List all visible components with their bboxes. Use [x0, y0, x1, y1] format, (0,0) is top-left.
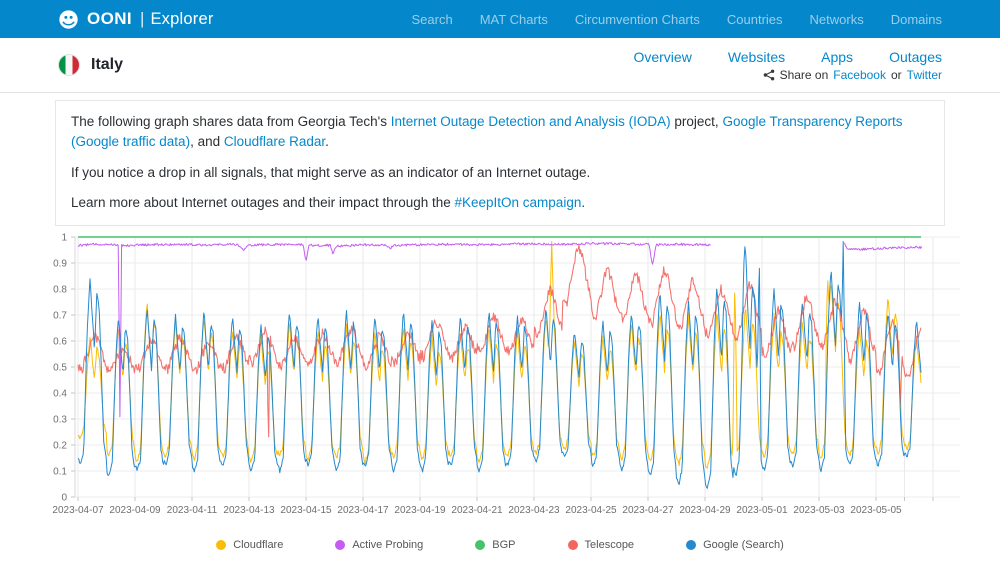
share-facebook-link[interactable]: Facebook	[833, 67, 886, 82]
svg-text:2023-04-21: 2023-04-21	[451, 505, 503, 516]
inline-link[interactable]: #KeepItOn campaign	[454, 194, 582, 210]
legend-item-bgp[interactable]: BGP	[475, 539, 516, 551]
svg-text:2023-04-15: 2023-04-15	[280, 505, 332, 516]
page-title: Italy	[91, 56, 124, 73]
legend-dot	[686, 540, 697, 550]
italy-flag-icon	[58, 54, 80, 76]
svg-text:2023-05-05: 2023-05-05	[850, 505, 902, 516]
inline-link[interactable]: Cloudflare Radar	[223, 134, 326, 150]
nav-item-networks[interactable]: Networks	[809, 11, 864, 27]
legend-item-active-probing[interactable]: Active Probing	[335, 539, 423, 551]
share-conjunction: or	[890, 67, 902, 82]
legend-item-google-search[interactable]: Google (Search)	[686, 539, 784, 551]
nav-item-search[interactable]: Search	[411, 11, 453, 27]
tab-overview[interactable]: Overview	[633, 48, 692, 65]
tab-apps[interactable]: Apps	[821, 48, 854, 65]
ooni-explorer-logo[interactable]: OONI | Explorer	[58, 9, 214, 30]
svg-text:0.5: 0.5	[53, 363, 67, 374]
legend-item-telescope[interactable]: Telescope	[567, 539, 635, 551]
header-right: Overview Websites Apps Outages Share on …	[633, 49, 942, 82]
nav-item-mat-charts[interactable]: MAT Charts	[479, 11, 548, 27]
country-header: Italy Overview Websites Apps Outages Sha…	[0, 38, 1000, 93]
brand-separator: |	[140, 9, 145, 28]
svg-text:2023-04-17: 2023-04-17	[337, 505, 389, 516]
svg-text:0: 0	[61, 493, 67, 504]
info-paragraph-drop: If you notice a drop in all signals, tha…	[71, 164, 591, 180]
share-twitter-link[interactable]: Twitter	[906, 67, 942, 82]
share-row: Share on Facebook or Twitter	[763, 68, 942, 82]
legend-item-cloudflare[interactable]: Cloudflare	[216, 539, 283, 551]
svg-text:0.9: 0.9	[53, 259, 67, 270]
top-navbar: OONI | Explorer Search MAT Charts Circum…	[0, 0, 1000, 38]
nav-item-domains[interactable]: Domains	[890, 11, 942, 27]
brand-product: Explorer	[150, 9, 214, 28]
svg-text:2023-04-09: 2023-04-09	[109, 505, 161, 516]
legend-label: BGP	[492, 539, 516, 551]
svg-text:2023-04-23: 2023-04-23	[508, 505, 560, 516]
svg-text:0.6: 0.6	[53, 337, 67, 348]
legend-label: Telescope	[584, 539, 635, 551]
inline-link[interactable]: Google Transparency Reports (Google traf…	[71, 114, 903, 150]
svg-text:2023-04-11: 2023-04-11	[167, 505, 218, 516]
svg-text:2023-04-29: 2023-04-29	[679, 505, 731, 516]
legend-label: Cloudflare	[233, 539, 284, 551]
svg-text:2023-05-01: 2023-05-01	[736, 505, 788, 516]
svg-text:0.4: 0.4	[53, 389, 67, 400]
brand-name: OONI	[87, 9, 133, 28]
svg-text:0.2: 0.2	[53, 441, 67, 452]
info-paragraph-keepiton: Learn more about Internet outages and th…	[71, 194, 586, 210]
navbar-menu: Search MAT Charts Circumvention Charts C…	[412, 12, 942, 27]
legend-dot	[335, 540, 346, 550]
legend-dot	[475, 540, 486, 550]
country-tabs: Overview Websites Apps Outages	[633, 49, 942, 65]
outage-info-box: The following graph shares data from Geo…	[55, 100, 945, 226]
share-prefix: Share on	[779, 67, 829, 82]
svg-text:2023-04-25: 2023-04-25	[565, 505, 617, 516]
svg-text:0.3: 0.3	[53, 415, 67, 426]
svg-text:0.7: 0.7	[53, 311, 67, 322]
svg-text:2023-04-13: 2023-04-13	[223, 505, 275, 516]
svg-text:0.1: 0.1	[53, 467, 67, 478]
share-icon	[763, 69, 774, 80]
nav-item-countries[interactable]: Countries	[726, 11, 783, 27]
svg-text:2023-04-19: 2023-04-19	[394, 505, 446, 516]
svg-text:1: 1	[61, 233, 67, 244]
ooni-octopus-icon	[59, 9, 78, 29]
legend-label: Active Probing	[352, 539, 424, 551]
legend-dot	[567, 540, 578, 550]
svg-text:2023-04-07: 2023-04-07	[52, 505, 104, 516]
svg-text:2023-05-03: 2023-05-03	[793, 505, 845, 516]
chart-legend: Cloudflare Active Probing BGP Telescope Goog…	[0, 539, 1000, 551]
info-paragraph-sources: The following graph shares data from Geo…	[71, 114, 903, 150]
nav-item-circumvention-charts[interactable]: Circumvention Charts	[574, 11, 700, 27]
svg-text:2023-04-27: 2023-04-27	[622, 505, 674, 516]
tab-outages[interactable]: Outages	[889, 48, 942, 65]
tab-websites[interactable]: Websites	[727, 48, 786, 65]
svg-text:0.8: 0.8	[53, 285, 67, 296]
legend-label: Google (Search)	[703, 539, 784, 551]
inline-link[interactable]: Internet Outage Detection and Analysis (…	[390, 114, 671, 129]
legend-dot	[216, 540, 227, 550]
